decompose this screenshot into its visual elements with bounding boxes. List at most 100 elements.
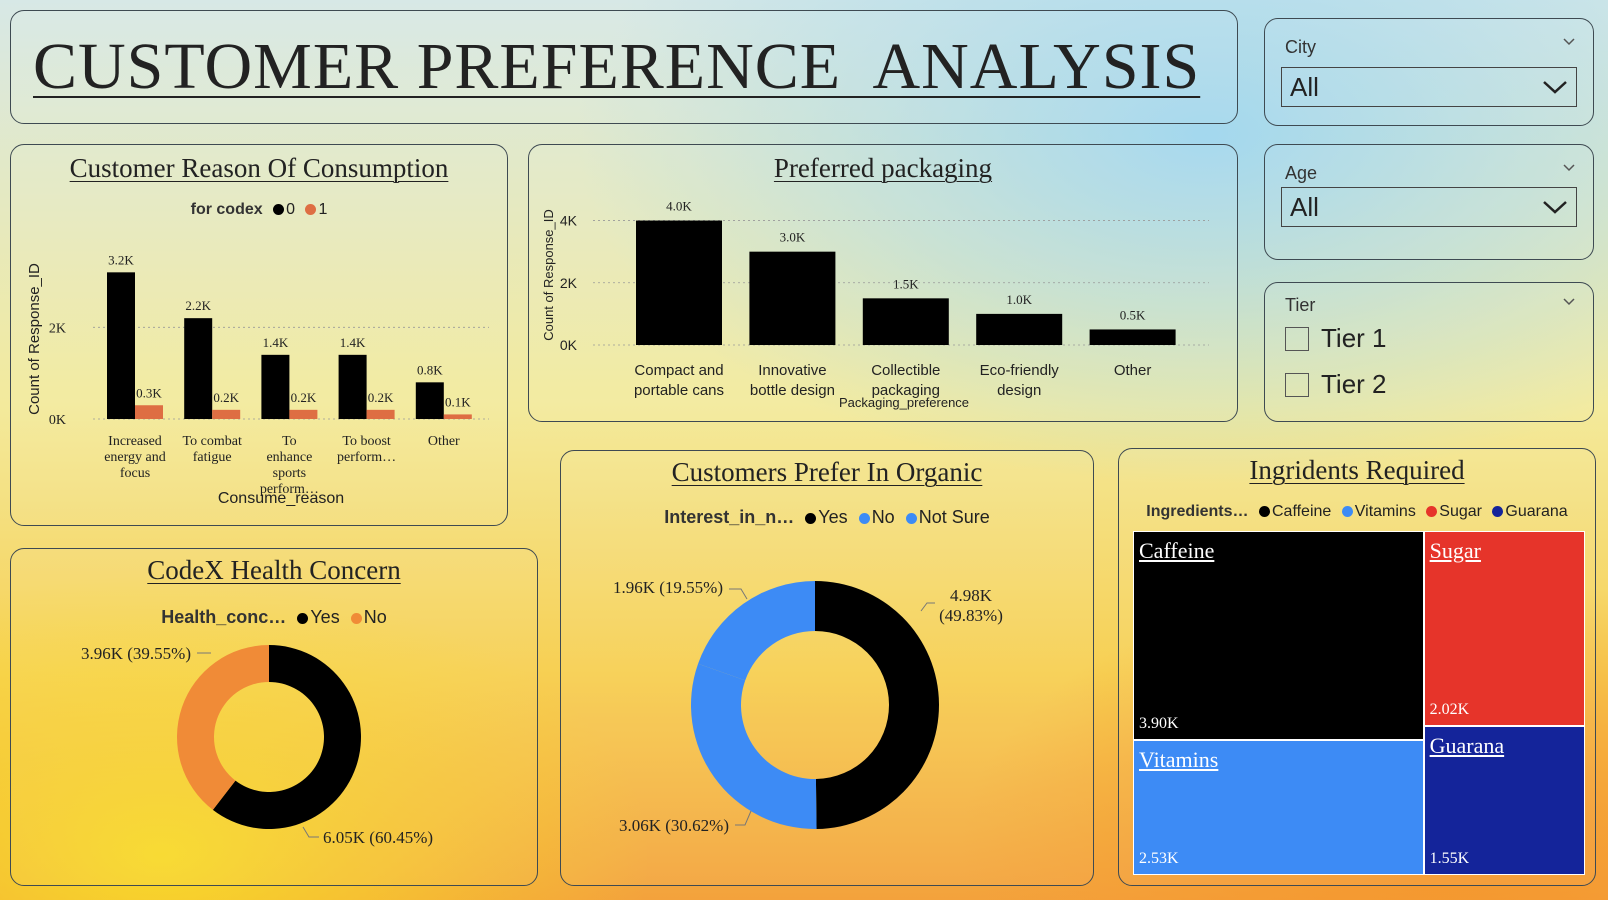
legend-item[interactable]: Caffeine (1271, 503, 1332, 520)
legend-dot-icon (1341, 506, 1353, 517)
data-label: 2.2K (185, 298, 211, 313)
legend-item[interactable]: No (871, 507, 895, 527)
x-tick-label: Other (428, 434, 460, 449)
data-label: 1.4K (263, 335, 289, 350)
data-label: 1.0K (1006, 292, 1032, 307)
city-dropdown[interactable]: All (1281, 67, 1577, 107)
legend-dot-icon (350, 613, 362, 624)
bar-series-1[interactable] (366, 409, 395, 419)
bar-series-0[interactable] (261, 354, 290, 419)
bar-series-1[interactable] (443, 414, 472, 419)
legend-title: for codex (190, 201, 263, 218)
bar-series-1[interactable] (135, 405, 163, 419)
data-label: 3.0K (780, 230, 806, 245)
treemap-cell-value: 2.02K (1429, 700, 1470, 718)
health-donut-chart: 3.96K (39.55%) 6.05K (60.45%) (81, 644, 433, 847)
age-dropdown[interactable]: All (1281, 187, 1577, 227)
y-tick-label: 4K (560, 213, 578, 229)
tier-option-label: Tier 1 (1321, 323, 1387, 353)
slice-no[interactable] (176, 645, 269, 810)
tier-option-1[interactable]: Tier 1 (1285, 323, 1387, 354)
treemap-cell-name: Vitamins (1139, 746, 1219, 772)
organic-legend: Interest_in_n… Yes No Not Sure (561, 507, 1093, 528)
data-label: 0.2K (291, 390, 317, 405)
city-slicer: City All (1264, 18, 1594, 126)
organic-panel: Customers Prefer In Organic Interest_in_… (560, 450, 1094, 886)
bar-series-0[interactable] (184, 318, 213, 419)
slice-no[interactable] (691, 663, 817, 829)
legend-title: Ingredients… (1146, 503, 1249, 520)
slice-label: 3.06K (30.62%) (619, 816, 729, 835)
legend-dot-icon (805, 513, 817, 524)
legend-item[interactable]: Yes (310, 607, 340, 627)
legend-item[interactable]: Guarana (1505, 503, 1568, 520)
slice-label: 6.05K (60.45%) (323, 828, 433, 847)
leader-line (729, 588, 748, 600)
treemap-cell-guarana[interactable]: Guarana 1.55K (1423, 725, 1585, 875)
y-tick-label: 2K (49, 321, 66, 336)
treemap-cell-vitamins[interactable]: Vitamins 2.53K (1133, 739, 1424, 875)
slice-yes[interactable] (212, 645, 361, 829)
legend-title: Interest_in_n… (664, 507, 795, 527)
age-dropdown-value: All (1290, 192, 1319, 222)
packaging-chart: 0K 2K 4K Count of Response_ID Packaging_pref… (541, 199, 1209, 410)
chevron-down-icon[interactable] (1563, 295, 1575, 307)
data-label: 0.3K (136, 385, 162, 400)
consumption-panel: Customer Reason Of Consumption for codex… (10, 144, 508, 526)
bar-series-0[interactable] (415, 382, 444, 419)
treemap-cell-value: 3.90K (1139, 714, 1179, 732)
ingredients-treemap: Caffeine 3.90K Vitamins 2.53K Sugar 2.02K Guar… (1133, 531, 1585, 875)
y-tick-label: 0K (560, 337, 578, 353)
legend-dot-icon (1258, 506, 1270, 517)
data-label: 1.5K (893, 276, 919, 291)
bar-series-0[interactable] (338, 354, 367, 419)
y-tick-label: 2K (560, 275, 578, 291)
tier-option-label: Tier 2 (1321, 369, 1387, 399)
chevron-down-icon (1543, 201, 1567, 214)
chevron-down-icon[interactable] (1563, 161, 1575, 173)
checkbox-icon[interactable] (1285, 373, 1309, 397)
tier-option-2[interactable]: Tier 2 (1285, 369, 1387, 400)
x-tick-label: To enhance sports perform… (260, 434, 319, 497)
data-label: 0.8K (417, 362, 443, 377)
bar-series-1[interactable] (212, 409, 241, 419)
treemap-cell-caffeine[interactable]: Caffeine 3.90K (1133, 531, 1424, 740)
x-tick-label: Eco-friendly design (980, 362, 1060, 399)
legend-dot-icon (297, 613, 309, 624)
treemap-cell-name: Caffeine (1139, 538, 1215, 563)
bar[interactable] (636, 220, 722, 345)
data-label: 0.1K (445, 394, 471, 409)
legend-item[interactable]: 1 (318, 201, 328, 218)
legend-item[interactable]: Sugar (1439, 503, 1482, 520)
treemap-cell-name: Guarana (1429, 732, 1505, 758)
consumption-legend: for codex 0 1 (11, 201, 507, 219)
chevron-down-icon[interactable] (1563, 35, 1575, 47)
legend-item[interactable]: Not Sure (918, 507, 990, 527)
bar[interactable] (749, 251, 836, 345)
legend-dot-icon (1492, 506, 1504, 517)
y-tick-label: 0K (49, 413, 66, 428)
data-label: 0.2K (213, 390, 239, 405)
legend-item[interactable]: No (363, 607, 387, 627)
bar[interactable] (1089, 329, 1176, 345)
ingredients-legend: Ingredients… Caffeine Vitamins Sugar Gua… (1119, 503, 1595, 521)
legend-item[interactable]: Vitamins (1354, 503, 1416, 520)
treemap-cell-value: 1.55K (1429, 849, 1470, 867)
consumption-title: Customer Reason Of Consumption (69, 153, 449, 183)
legend-item[interactable]: Yes (818, 507, 848, 527)
legend-dot-icon (905, 513, 917, 524)
slice-yes[interactable] (815, 581, 939, 829)
bar[interactable] (862, 298, 949, 345)
legend-item[interactable]: 0 (286, 201, 295, 218)
treemap-cell-sugar[interactable]: Sugar 2.02K (1423, 531, 1585, 726)
city-dropdown-value: All (1290, 72, 1319, 102)
bar-series-1[interactable] (289, 409, 318, 419)
x-axis-title: Packaging_preference (839, 395, 969, 410)
slice-label: 1.96K (19.55%) (613, 578, 723, 597)
data-label: 0.5K (1120, 307, 1146, 322)
slice-not-sure[interactable] (698, 581, 815, 681)
checkbox-icon[interactable] (1285, 327, 1309, 351)
tier-slicer: Tier Tier 1 Tier 2 (1264, 282, 1594, 422)
bar-series-0[interactable] (107, 272, 135, 419)
bar[interactable] (976, 313, 1063, 345)
